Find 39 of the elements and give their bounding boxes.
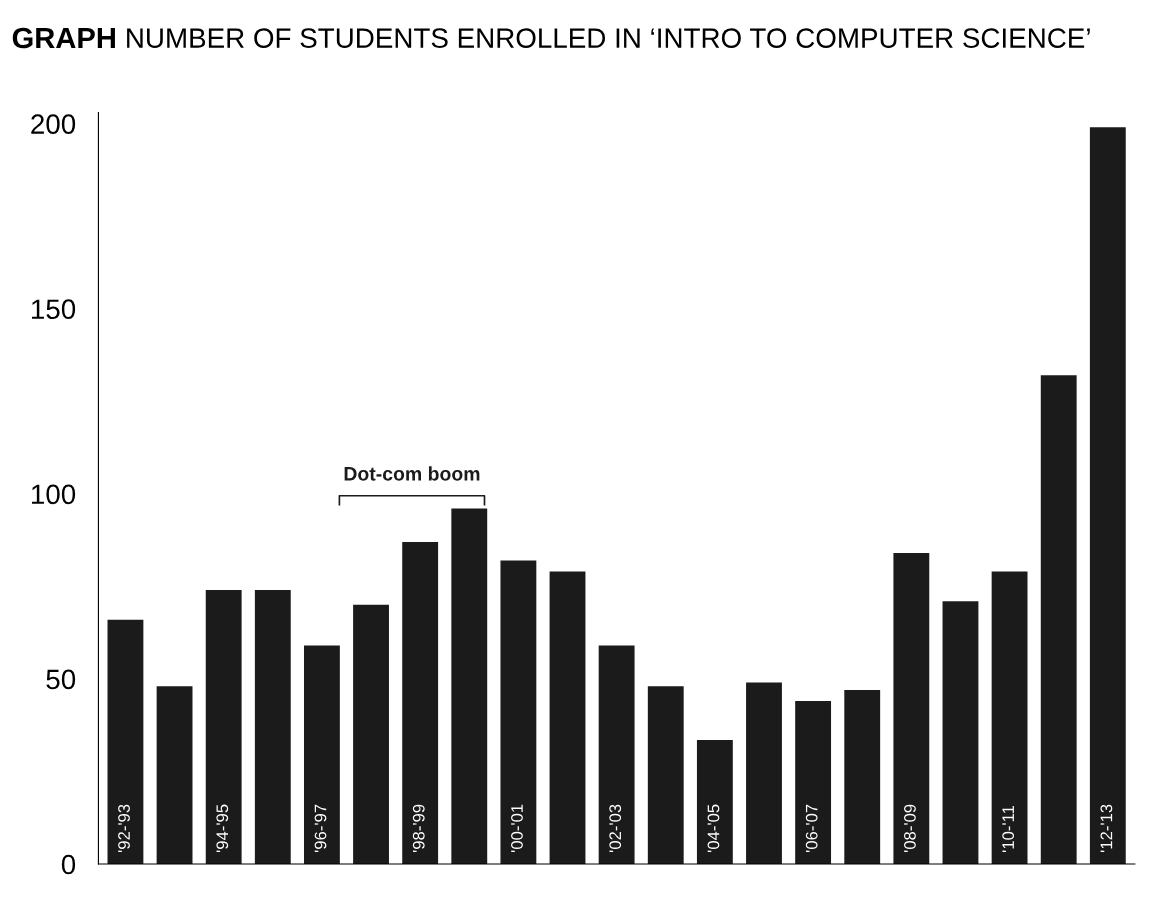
x-tick-label: '94-'95 [216, 804, 229, 853]
x-tick-label: '02-'03 [609, 804, 622, 853]
bar [451, 508, 488, 864]
bar [549, 571, 586, 864]
annotation: Dot-com boom [344, 466, 480, 481]
y-tick-label: 0 [61, 854, 76, 875]
bar [647, 686, 684, 864]
bar [893, 553, 930, 864]
bar [844, 690, 881, 864]
bar [696, 739, 733, 864]
bar [942, 601, 979, 864]
x-tick-label: '00-'01 [511, 804, 523, 853]
bar [1040, 375, 1077, 864]
chart-title: GRAPH NUMBER OF STUDENTS ENROLLED IN ‘INTRO TO COMPUTER SCIENCE’ [12, 27, 1090, 49]
x-tick-label: '92-'93 [118, 804, 130, 853]
bar [991, 571, 1028, 864]
x-tick-label: '08-'09 [904, 804, 916, 853]
x-tick-label: '96-'97 [314, 804, 327, 853]
bar [402, 541, 439, 864]
x-tick-label: '04-'05 [707, 804, 720, 853]
bar [205, 590, 242, 864]
bar [156, 686, 193, 864]
bar [598, 645, 635, 864]
bar [254, 590, 291, 864]
y-tick-label: 100 [31, 484, 76, 505]
y-tick-label: 200 [31, 114, 76, 134]
bar [500, 560, 537, 864]
bar [746, 682, 782, 864]
bar [353, 604, 389, 864]
x-tick-label: '12-'13 [1100, 804, 1113, 853]
bar [1089, 127, 1126, 864]
x-tick-label: '06-'07 [805, 804, 818, 853]
y-tick-label: 150 [31, 299, 76, 320]
x-tick-label: '10-'11 [1002, 805, 1015, 853]
bar [795, 701, 832, 864]
bar [107, 619, 144, 864]
y-tick-label: 50 [46, 669, 76, 690]
x-tick-label: '98-'99 [412, 804, 425, 853]
bar [303, 645, 340, 864]
